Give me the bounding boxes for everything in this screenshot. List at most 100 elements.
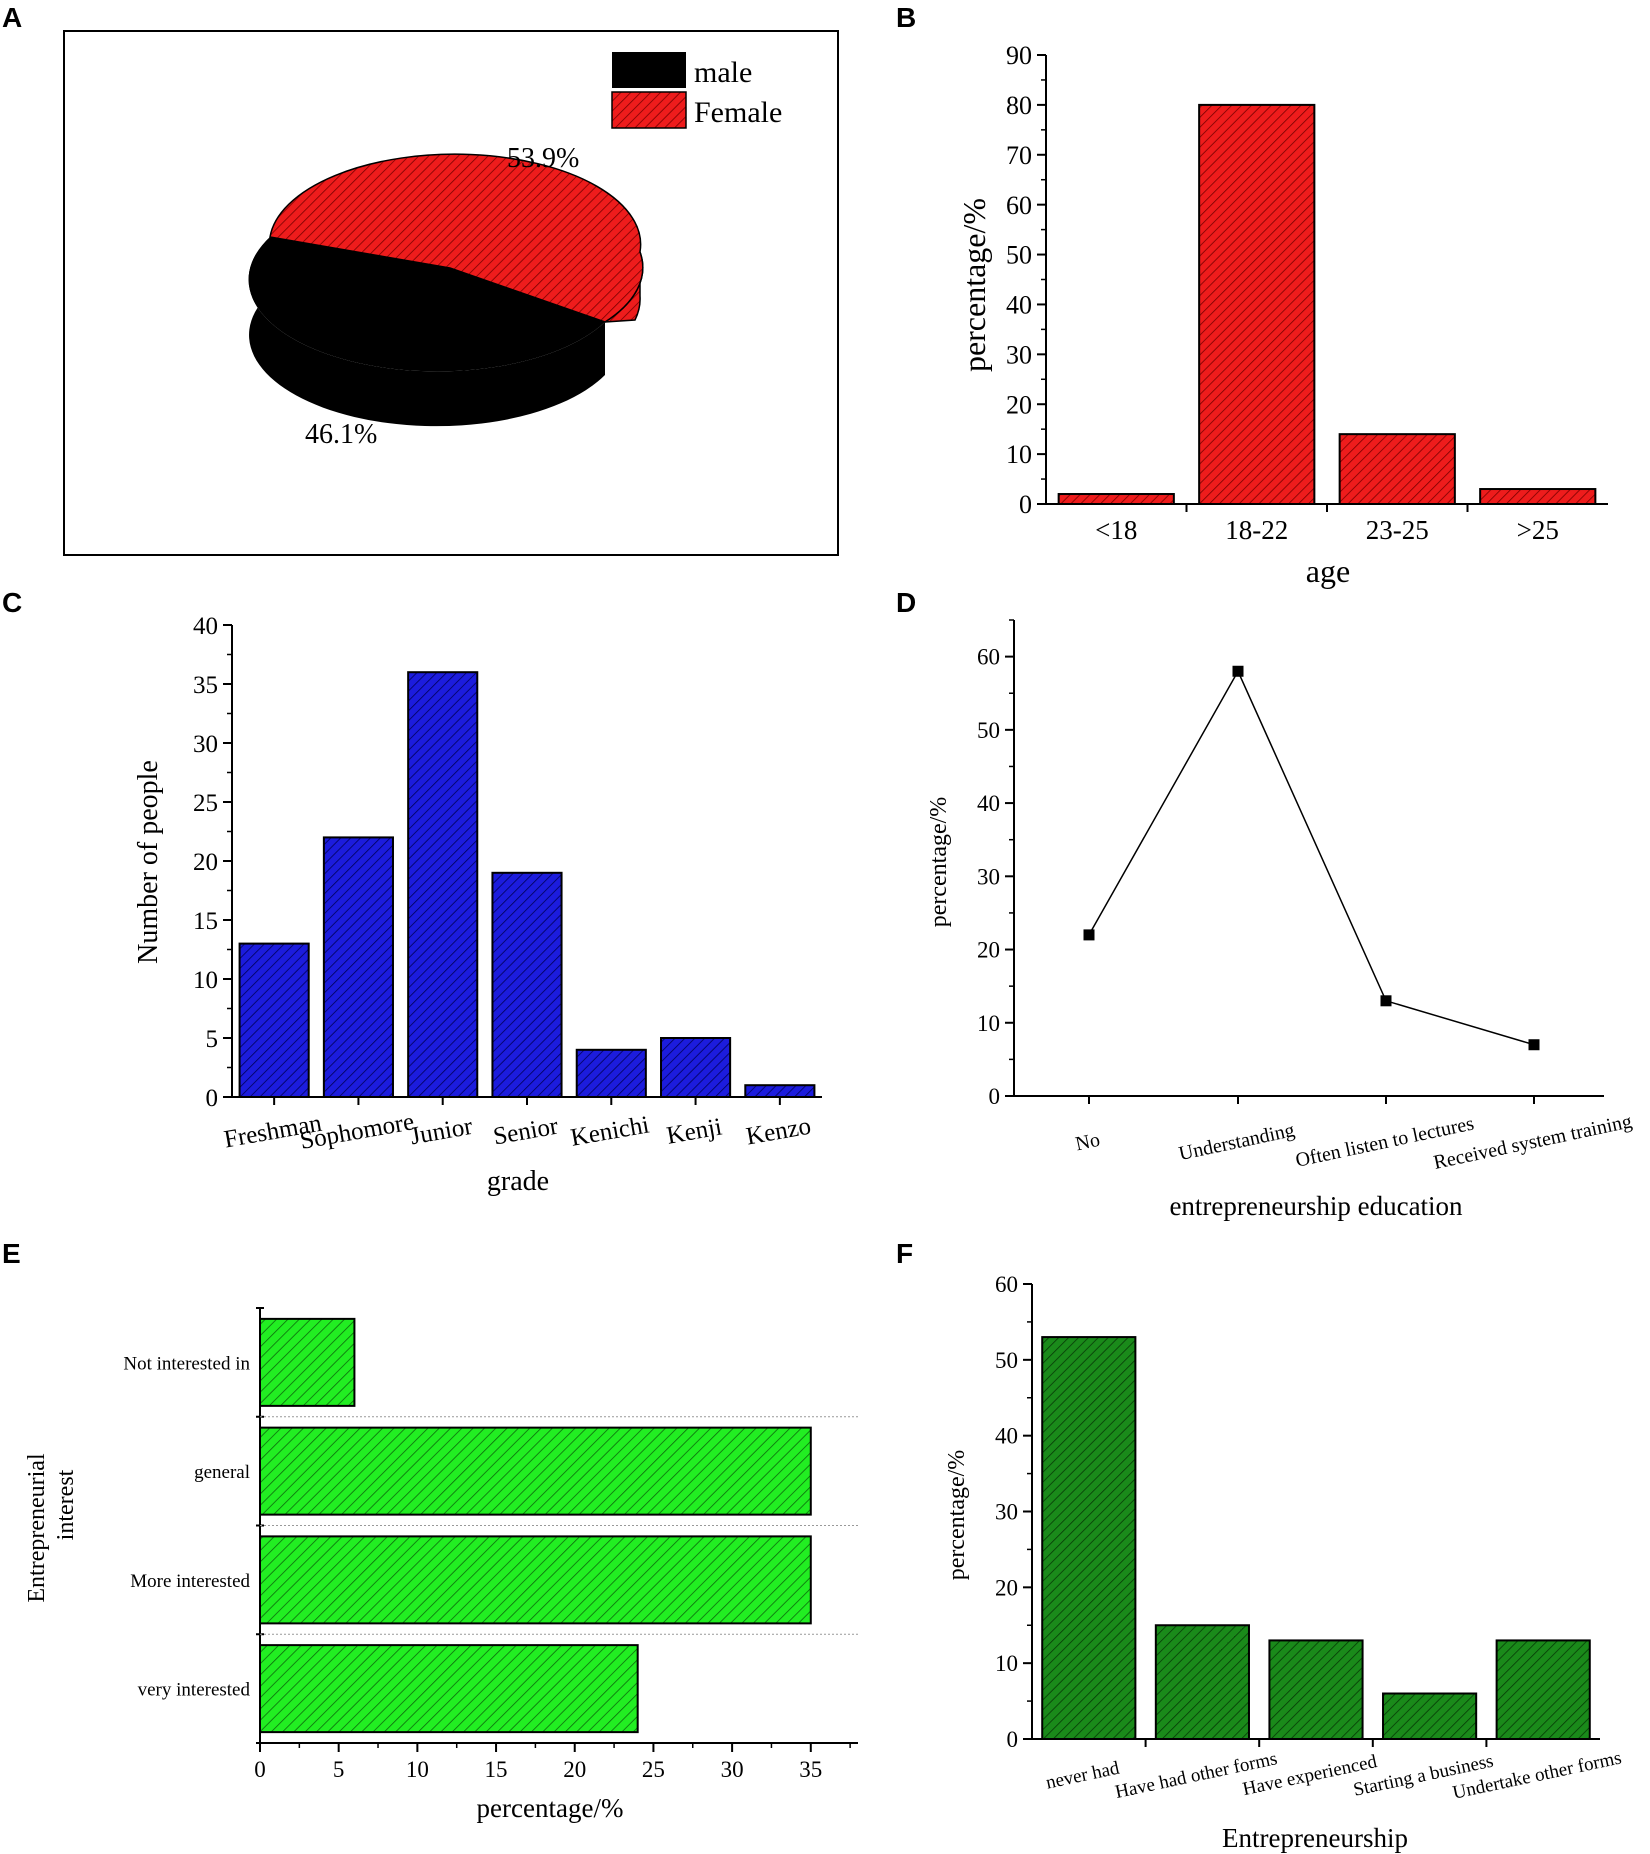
pie-legend: male Female (611, 52, 782, 129)
x-axis-label-f: Entrepreneurship (1222, 1823, 1408, 1853)
y-tick-label: 30 (977, 864, 1000, 889)
y-tick-label: 60 (1006, 191, 1032, 220)
y-tick-label: 0 (206, 1085, 219, 1112)
x-tick-label: Junior (408, 1113, 475, 1151)
x-tick-label: >25 (1517, 515, 1559, 545)
pie-side-male (248, 237, 605, 427)
pie-slice-female (269, 153, 644, 323)
y-tick-label: 90 (1006, 41, 1032, 70)
bar (1268, 1639, 1364, 1740)
data-point (1083, 929, 1095, 941)
y-tick-label: 40 (1006, 291, 1032, 320)
y-tick-label: 0 (989, 1084, 1001, 1109)
x-tick-label: Senior (491, 1113, 561, 1151)
data-point (1232, 665, 1244, 677)
y-tick-label: 40 (193, 613, 218, 640)
bar (259, 1426, 812, 1516)
y-tick-label: 15 (193, 908, 218, 935)
y-tick-label: 30 (995, 1500, 1018, 1525)
y-tick-label: 10 (193, 967, 218, 994)
x-tick-label: No (1074, 1129, 1102, 1156)
y-tick-label: 50 (995, 1348, 1018, 1373)
bar (660, 1037, 732, 1098)
y-tick-label: 35 (193, 672, 218, 699)
data-point (1528, 1039, 1540, 1051)
panel-letter-d: D (896, 587, 916, 618)
legend-label-male: male (694, 56, 752, 89)
x-tick-label: 20 (563, 1757, 586, 1782)
x-tick-label: Kenji (665, 1113, 724, 1149)
pie-chart: 53.9% 46.1% (248, 143, 644, 450)
panel-b: B 0 10 20 30 40 50 60 70 80 90 <18 18-22 23-25 >25 pe… (896, 2, 1608, 589)
bar (259, 1535, 812, 1625)
x-tick-label: Kenichi (569, 1111, 652, 1151)
bar (1382, 1692, 1478, 1740)
y-axis-label-e: Entrepreneurial (24, 1453, 50, 1603)
x-axis-label-c: grade (487, 1166, 549, 1197)
legend-swatch-male (612, 52, 686, 88)
bar (575, 1048, 647, 1099)
bar (259, 1644, 639, 1734)
panel-letter-c: C (2, 587, 22, 618)
x-axis-label-e: percentage/% (477, 1793, 624, 1823)
y-tick-label: 10 (1006, 440, 1032, 469)
x-tick-label: 30 (721, 1757, 744, 1782)
y-tick-label: Not interested in (123, 1353, 250, 1374)
y-tick-label: general (194, 1462, 250, 1483)
x-tick-label: 18-22 (1225, 515, 1288, 545)
bar (1338, 433, 1456, 505)
panel-e: E Not interested in general More intereste… (2, 1238, 858, 1823)
x-tick-label: 10 (406, 1757, 429, 1782)
x-tick-label: Kenzo (744, 1113, 813, 1151)
panel-c: C 0510152025303540FreshmanSophomoreJunio… (2, 587, 822, 1197)
y-tick-label: 40 (977, 791, 1000, 816)
bar (238, 942, 310, 1098)
y-axis-label-e-line2: interest (53, 1469, 79, 1540)
plot-e: Not interested in general More interested v… (123, 1307, 858, 1782)
x-tick-label: 5 (333, 1757, 345, 1782)
y-tick-label: very interested (138, 1680, 251, 1701)
y-axis-label-f: percentage/% (944, 1450, 970, 1581)
y-tick-label: 60 (995, 1272, 1018, 1297)
y-tick-label: 60 (977, 645, 1000, 670)
y-tick-label: 40 (995, 1424, 1018, 1449)
bar (1041, 1336, 1137, 1741)
y-tick-label: 5 (206, 1026, 219, 1053)
y-tick-label: 20 (1006, 390, 1032, 419)
x-tick-label: <18 (1095, 515, 1137, 545)
panel-letter-b: B (896, 2, 916, 33)
plot-b: 0 10 20 30 40 50 60 70 80 90 <18 18-22 23-25 >25 (1006, 41, 1608, 545)
bar (1154, 1624, 1250, 1740)
bar (259, 1317, 356, 1407)
y-axis-label-c: Number of people (133, 760, 164, 964)
y-axis-label-b: percentage/% (956, 198, 992, 372)
x-tick-label: 0 (254, 1757, 266, 1782)
bar (744, 1084, 816, 1098)
x-tick-label: 35 (799, 1757, 822, 1782)
x-tick-label: 23-25 (1366, 515, 1429, 545)
bar (1479, 488, 1597, 505)
pie-slice-male (248, 237, 605, 372)
panel-letter-e: E (2, 1238, 21, 1269)
y-tick-label: 20 (977, 938, 1000, 963)
bar (322, 836, 394, 1099)
panel-a: A 53.9% 46.1% male Female (2, 2, 839, 556)
y-tick-label: 70 (1006, 141, 1032, 170)
y-tick-label: 20 (995, 1575, 1018, 1600)
y-tick-label: 10 (977, 1011, 1000, 1036)
bar (1057, 493, 1175, 505)
y-tick-label: 80 (1006, 91, 1032, 120)
series-line (1088, 669, 1535, 1046)
y-tick-label: 0 (1019, 490, 1032, 519)
x-axis-label-b: age (1306, 553, 1350, 589)
bar (1198, 103, 1316, 505)
y-tick-label: More interested (130, 1571, 250, 1592)
data-point (1380, 995, 1392, 1007)
y-axis-label-d: percentage/% (926, 797, 952, 928)
y-tick-label: 50 (1006, 241, 1032, 270)
